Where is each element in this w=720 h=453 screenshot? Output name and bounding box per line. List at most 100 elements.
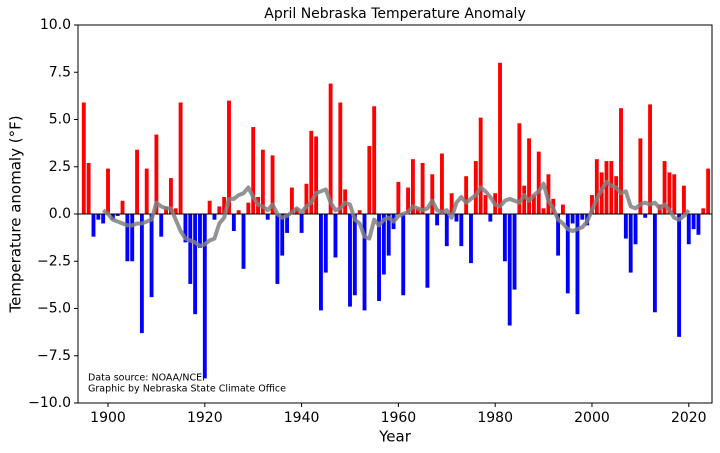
bar (222, 196, 227, 214)
bar (275, 214, 280, 284)
bar (517, 123, 522, 214)
bar (628, 214, 633, 273)
bar (430, 174, 435, 214)
bar (667, 172, 672, 214)
bar (590, 195, 594, 214)
bar (449, 193, 454, 214)
bar (425, 214, 430, 288)
bar (289, 187, 294, 214)
bar (483, 195, 488, 214)
bar (144, 168, 149, 214)
bar (183, 214, 188, 243)
bar (580, 214, 585, 220)
bar (270, 155, 275, 214)
bar (173, 208, 178, 214)
bar (319, 214, 323, 311)
bar (91, 214, 96, 237)
bar (691, 214, 696, 230)
bar (154, 134, 159, 214)
y-tick-label: 2.5 (49, 159, 71, 175)
bar (294, 208, 299, 214)
bar (231, 214, 236, 232)
bar (498, 62, 502, 214)
bar (459, 214, 464, 247)
moving-average-line (101, 179, 691, 249)
y-tick-label: 0.0 (49, 206, 71, 222)
bar (135, 149, 139, 214)
bar (280, 214, 285, 256)
bar (149, 214, 154, 298)
bar (227, 100, 231, 214)
bar (367, 145, 372, 214)
bar (304, 183, 309, 214)
x-tick-label: 1900 (90, 410, 126, 426)
bar (677, 214, 682, 337)
bar (565, 214, 570, 294)
bar (435, 214, 440, 226)
bar (406, 187, 411, 214)
bar (686, 214, 691, 245)
x-tick-label: 1920 (187, 410, 223, 426)
annotation: Graphic by Nebraska State Climate Office (88, 384, 286, 395)
bar (672, 174, 677, 214)
bar (527, 138, 531, 214)
bar (561, 204, 565, 214)
bar (246, 202, 251, 214)
bar (309, 130, 314, 214)
bar (198, 214, 202, 249)
bar (207, 200, 212, 214)
bar (386, 214, 391, 256)
bar (120, 200, 125, 214)
bar (362, 214, 367, 311)
x-tick-label: 2000 (574, 410, 610, 426)
annotation: Data source: NOAA/NCEI (88, 373, 205, 384)
bar (323, 214, 328, 273)
bar (333, 214, 338, 258)
bar (638, 138, 643, 214)
bar (623, 214, 628, 239)
bar (701, 208, 706, 214)
bar (614, 176, 619, 214)
bar (604, 161, 609, 214)
y-tick-label: −5.0 (37, 301, 71, 317)
bar (478, 117, 483, 214)
bar (159, 214, 164, 237)
bar (115, 214, 120, 216)
y-tick-label: −7.5 (37, 348, 71, 364)
bar (633, 214, 638, 245)
bar (469, 214, 473, 264)
bar (512, 214, 517, 290)
bar (531, 195, 536, 214)
y-axis-label: Temperature anomaly (°F) (7, 115, 25, 313)
bar (681, 185, 686, 214)
bar (575, 214, 580, 315)
bar (81, 102, 86, 214)
bar (541, 208, 546, 214)
plot-frame (77, 24, 713, 404)
bar (241, 214, 246, 269)
bar (217, 206, 222, 214)
bar (454, 214, 459, 222)
bar (178, 102, 183, 214)
bar (348, 214, 352, 307)
x-axis-label: Year (378, 428, 412, 446)
bar (236, 210, 241, 214)
bar (377, 214, 381, 301)
bar (139, 214, 144, 334)
bar (251, 127, 256, 214)
y-tick-label: −2.5 (37, 253, 71, 269)
bar (299, 214, 304, 233)
bar (570, 214, 575, 224)
bar (502, 214, 507, 262)
x-tick-label: 1960 (381, 410, 417, 426)
bar (96, 214, 101, 220)
bar (706, 168, 711, 214)
bar (410, 159, 415, 214)
bar (381, 214, 386, 275)
x-tick-label: 2020 (671, 410, 707, 426)
y-tick-label: 7.5 (49, 64, 71, 80)
bar (86, 162, 91, 214)
bar (193, 214, 198, 315)
bar (643, 214, 648, 218)
